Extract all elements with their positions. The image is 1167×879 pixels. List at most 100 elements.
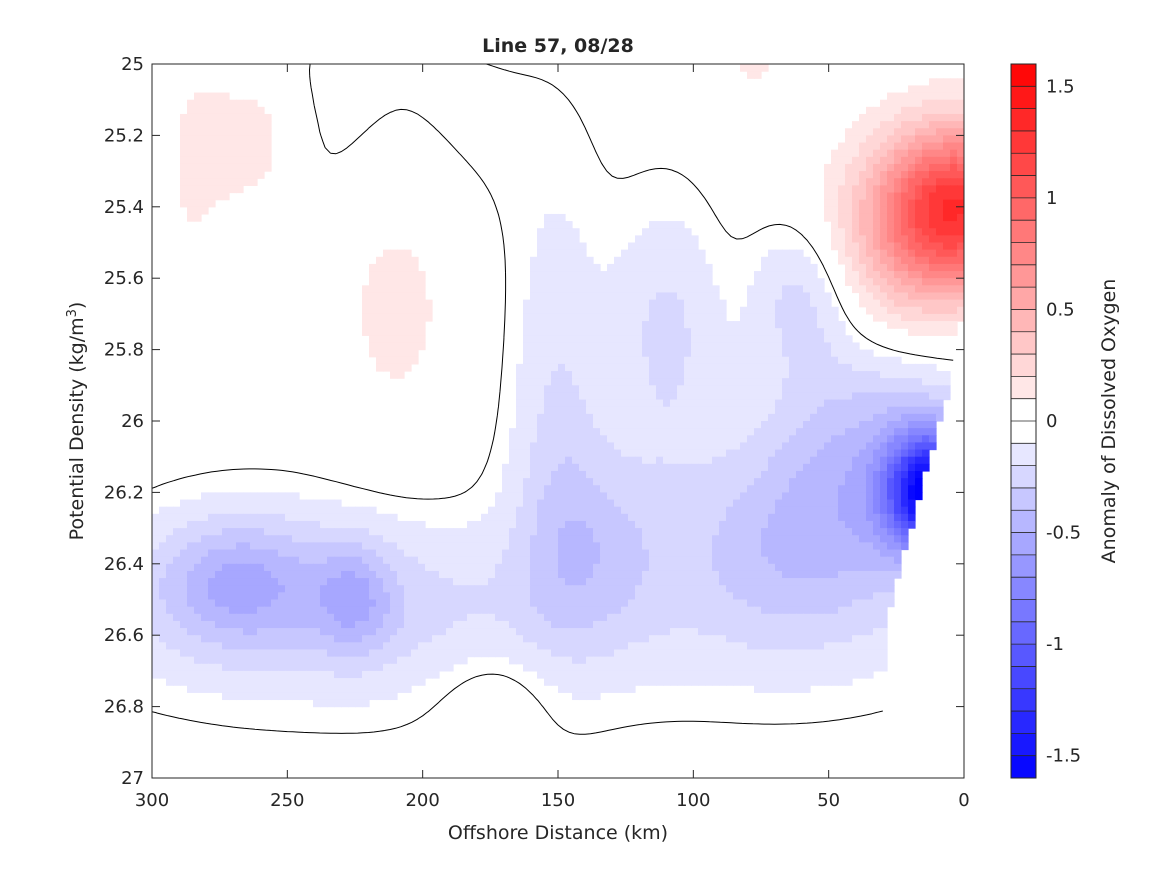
- contour-cell: [579, 635, 587, 643]
- contour-cell: [677, 363, 685, 372]
- contour-cell: [796, 399, 804, 408]
- contour-cell: [159, 570, 167, 579]
- contour-cell: [208, 163, 216, 172]
- contour-cell: [936, 292, 944, 301]
- contour-cell: [677, 542, 685, 551]
- contour-cell: [551, 278, 559, 286]
- contour-cell: [950, 192, 958, 201]
- contour-cell: [635, 328, 643, 336]
- contour-cell: [600, 478, 608, 486]
- contour-cell: [390, 313, 398, 322]
- contour-cell: [215, 506, 223, 515]
- contour-cell: [852, 363, 860, 372]
- contour-cell: [894, 528, 902, 536]
- contour-cell: [754, 620, 762, 629]
- contour-cell: [712, 635, 720, 643]
- contour-cell: [516, 563, 524, 572]
- contour-cell: [201, 592, 209, 601]
- contour-cell: [838, 520, 846, 529]
- contour-cell: [747, 485, 755, 493]
- contour-cell: [495, 499, 503, 508]
- contour-cell: [796, 349, 804, 358]
- contour-cell: [327, 556, 335, 565]
- contour-cell: [642, 349, 650, 358]
- contour-cell: [887, 585, 895, 593]
- contour-cell: [215, 535, 223, 543]
- contour-cell: [796, 528, 804, 536]
- contour-cell: [432, 599, 440, 608]
- contour-cell: [929, 149, 937, 158]
- contour-cell: [572, 620, 580, 629]
- contour-cell: [544, 399, 552, 408]
- contour-cell: [824, 421, 832, 429]
- contour-cell: [306, 506, 314, 515]
- contour-cell: [194, 185, 202, 194]
- contour-cell: [747, 349, 755, 358]
- contour-cell: [908, 192, 916, 201]
- contour-cell: [180, 635, 188, 643]
- contour-cell: [698, 628, 706, 636]
- contour-cell: [285, 628, 293, 636]
- contour-cell: [922, 142, 930, 151]
- contour-cell: [334, 606, 342, 615]
- contour-cell: [873, 442, 881, 451]
- contour-cell: [446, 535, 454, 543]
- contour-cell: [775, 470, 783, 479]
- contour-cell: [306, 613, 314, 622]
- contour-cell: [782, 442, 790, 451]
- contour-cell: [677, 392, 685, 401]
- contour-cell: [775, 499, 783, 508]
- contour-cell: [908, 421, 916, 429]
- contour-cell: [215, 549, 223, 558]
- contour-cell: [901, 113, 909, 122]
- contour-cell: [866, 185, 874, 194]
- contour-cell: [901, 156, 909, 165]
- contour-cell: [894, 306, 902, 315]
- contour-cell: [439, 578, 447, 586]
- contour-cell: [355, 506, 363, 515]
- contour-cell: [607, 263, 615, 272]
- contour-cell: [376, 542, 384, 551]
- contour-cell: [635, 492, 643, 501]
- contour-cell: [817, 470, 825, 479]
- contour-cell: [621, 513, 629, 522]
- contour-cell: [796, 520, 804, 529]
- contour-cell: [775, 413, 783, 422]
- contour-cell: [229, 178, 237, 186]
- contour-cell: [376, 306, 384, 315]
- contour-cell: [635, 263, 643, 272]
- contour-cell: [362, 520, 370, 529]
- contour-cell: [810, 520, 818, 529]
- contour-cell: [628, 620, 636, 629]
- contour-cell: [845, 642, 853, 651]
- contour-cell: [187, 149, 195, 158]
- contour-cell: [894, 506, 902, 515]
- contour-cell: [159, 563, 167, 572]
- contour-cell: [348, 535, 356, 543]
- contour-cell: [908, 435, 916, 444]
- contour-cell: [628, 249, 636, 258]
- contour-cell: [355, 628, 363, 636]
- contour-cell: [628, 356, 636, 365]
- contour-cell: [810, 399, 818, 408]
- contour-cell: [810, 585, 818, 593]
- contour-cell: [922, 371, 930, 379]
- contour-cell: [775, 321, 783, 329]
- contour-cell: [817, 578, 825, 586]
- contour-cell: [957, 106, 964, 115]
- contour-cell: [341, 606, 349, 615]
- contour-cell: [754, 485, 762, 493]
- contour-cell: [418, 620, 426, 629]
- contour-cell: [859, 578, 867, 586]
- contour-cell: [236, 592, 244, 601]
- contour-cell: [166, 520, 174, 529]
- contour-cell: [502, 478, 510, 486]
- contour-cell: [579, 449, 587, 458]
- contour-cell: [712, 442, 720, 451]
- contour-cell: [537, 356, 545, 365]
- contour-cell: [572, 463, 580, 472]
- contour-cell: [684, 235, 692, 244]
- contour-cell: [845, 142, 853, 151]
- contour-cell: [901, 256, 909, 265]
- contour-cell: [600, 292, 608, 301]
